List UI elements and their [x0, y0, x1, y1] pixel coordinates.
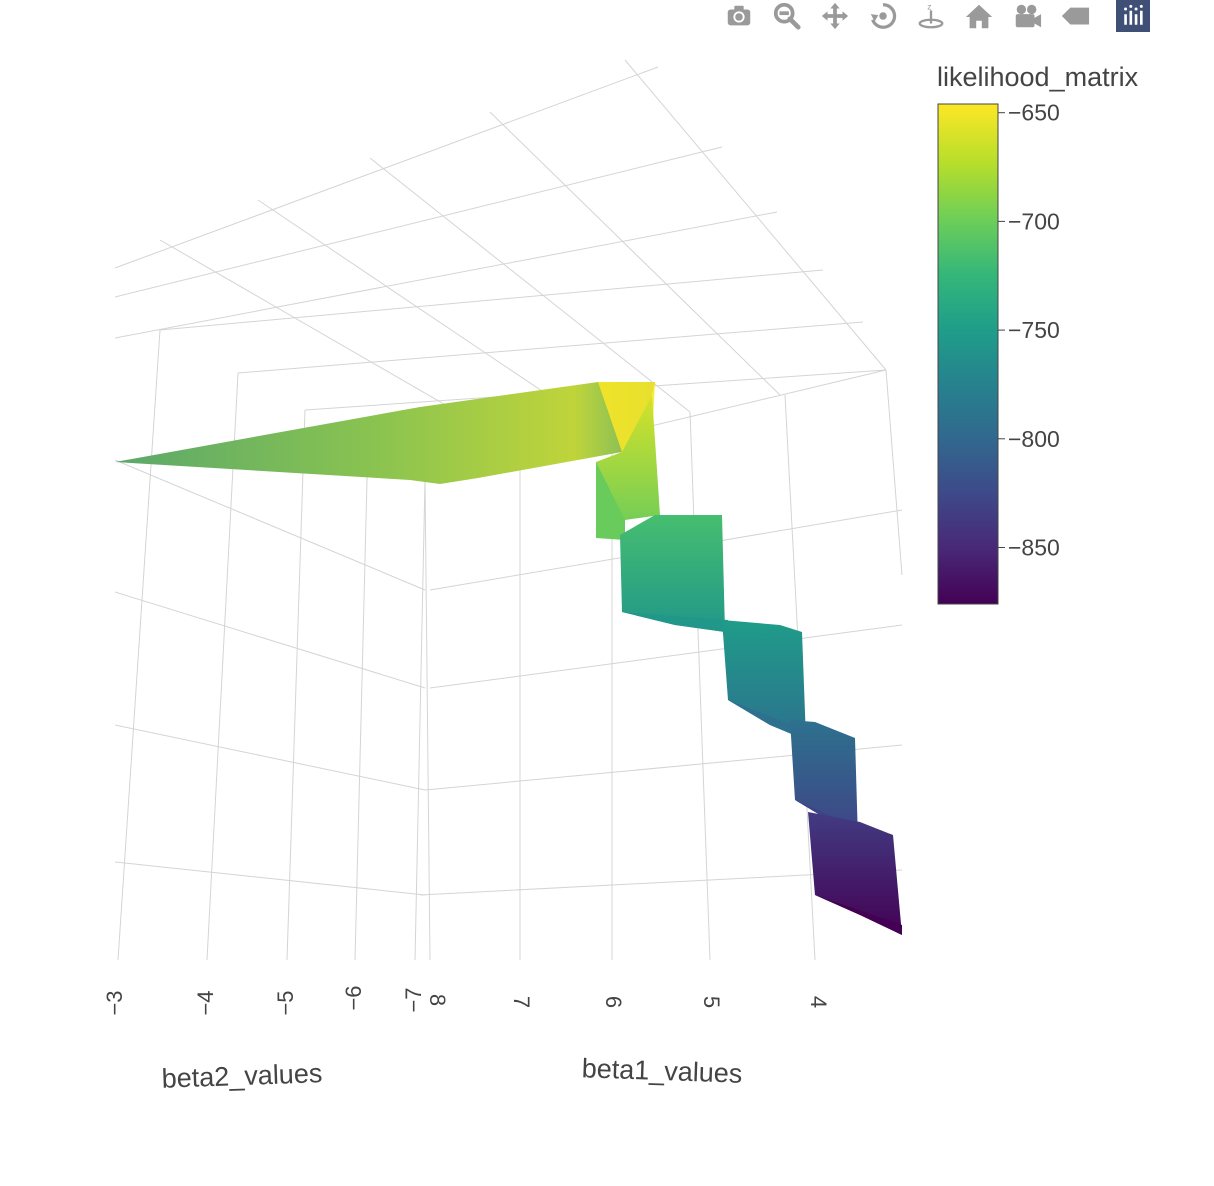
- hover-tag-button[interactable]: [1058, 0, 1092, 32]
- beta1-tick-label: 6: [601, 996, 626, 1008]
- beta2-axis-title: beta2_values: [161, 1058, 323, 1094]
- camera-button[interactable]: [722, 0, 756, 32]
- beta1-tick-label: 8: [425, 994, 450, 1006]
- grid-line: [159, 269, 824, 331]
- beta2-tick-label: −7: [401, 987, 426, 1012]
- plotly-logo-link[interactable]: [1116, 0, 1150, 32]
- grid-line: [115, 459, 426, 591]
- turntable-rotation-button[interactable]: z: [914, 0, 948, 32]
- grid-line: [624, 59, 887, 371]
- beta1-tick-label: 5: [699, 996, 724, 1008]
- grid-line: [424, 479, 431, 961]
- modebar-toolbar: z: [722, 0, 1150, 32]
- camera-icon: [727, 5, 751, 26]
- grid-line: [885, 369, 903, 576]
- colorbar: likelihood_matrix −650 −700 −750 −800 −850: [937, 62, 1139, 605]
- grid-line: [369, 157, 691, 413]
- surface-step-face[interactable]: [620, 515, 725, 632]
- grid-line: [414, 479, 426, 961]
- beta1-axis-ticks: 8 7 6 5 4: [425, 994, 831, 1008]
- hover-tag-icon: [1061, 7, 1090, 25]
- grid-line: [489, 111, 781, 396]
- surface-step[interactable]: [790, 720, 858, 840]
- grid-line: [115, 146, 723, 298]
- home-icon: [965, 4, 993, 29]
- beta1-axis-title: beta1_values: [581, 1053, 743, 1089]
- grid-line: [117, 329, 161, 961]
- beta1-tick-label: 7: [509, 996, 534, 1008]
- likelihood-surface[interactable]: [115, 382, 902, 935]
- grid-line: [206, 372, 239, 961]
- home-button[interactable]: [962, 0, 996, 32]
- grid-line: [115, 591, 426, 689]
- beta2-axis-ticks: −3 −4 −5 −6 −7: [102, 985, 426, 1015]
- surface-step-face[interactable]: [808, 812, 902, 935]
- plotly-logo-icon: [1124, 4, 1143, 25]
- grid-line: [354, 439, 369, 961]
- colorbar-title: likelihood_matrix: [937, 62, 1139, 92]
- grid-line: [689, 411, 711, 961]
- colorbar-tick-label: −750: [1008, 317, 1060, 343]
- grid-line: [429, 624, 903, 689]
- zoom-button[interactable]: [770, 0, 804, 32]
- video-camera-icon: [1015, 4, 1042, 28]
- grid-lines: [115, 59, 903, 961]
- colorbar-tick-label: −800: [1008, 426, 1060, 452]
- surface-step[interactable]: [620, 515, 728, 632]
- orbit-rotation-icon: [870, 3, 897, 29]
- colorbar-tick-label: −700: [1008, 208, 1060, 234]
- surface-step-edge[interactable]: [622, 612, 728, 632]
- grid-line: [115, 724, 426, 791]
- grid-line: [237, 321, 864, 374]
- beta2-tick-label: −6: [341, 985, 366, 1010]
- colorbar-gradient: [937, 103, 999, 605]
- grid-line: [115, 66, 659, 269]
- 3d-scene[interactable]: [115, 59, 903, 961]
- colorbar-tick-label: −850: [1008, 534, 1060, 560]
- beta2-tick-label: −3: [102, 990, 127, 1015]
- surface-step[interactable]: [722, 620, 806, 740]
- grid-line: [115, 861, 426, 896]
- video-camera-button[interactable]: [1010, 0, 1044, 32]
- pan-icon: [821, 2, 849, 30]
- surface-step[interactable]: [596, 395, 660, 540]
- beta2-tick-label: −4: [193, 990, 218, 1015]
- pan-button[interactable]: [818, 0, 852, 32]
- grid-line: [286, 409, 306, 961]
- surface-step-edge[interactable]: [728, 700, 806, 740]
- surface-top-sheet[interactable]: [115, 382, 655, 484]
- beta2-tick-label: −5: [273, 990, 298, 1015]
- turntable-rotation-icon: z: [918, 1, 944, 29]
- surface-step[interactable]: [808, 812, 902, 935]
- zoom-icon: [773, 2, 801, 30]
- surface-step-edge[interactable]: [596, 462, 625, 540]
- grid-line: [115, 211, 778, 339]
- surface-step-face[interactable]: [790, 720, 858, 840]
- beta1-tick-label: 4: [806, 996, 831, 1008]
- colorbar-tick-label: −650: [1008, 100, 1060, 126]
- orbit-rotation-button[interactable]: [866, 0, 900, 32]
- surface-step-face[interactable]: [722, 620, 806, 740]
- svg-text:z: z: [927, 1, 931, 11]
